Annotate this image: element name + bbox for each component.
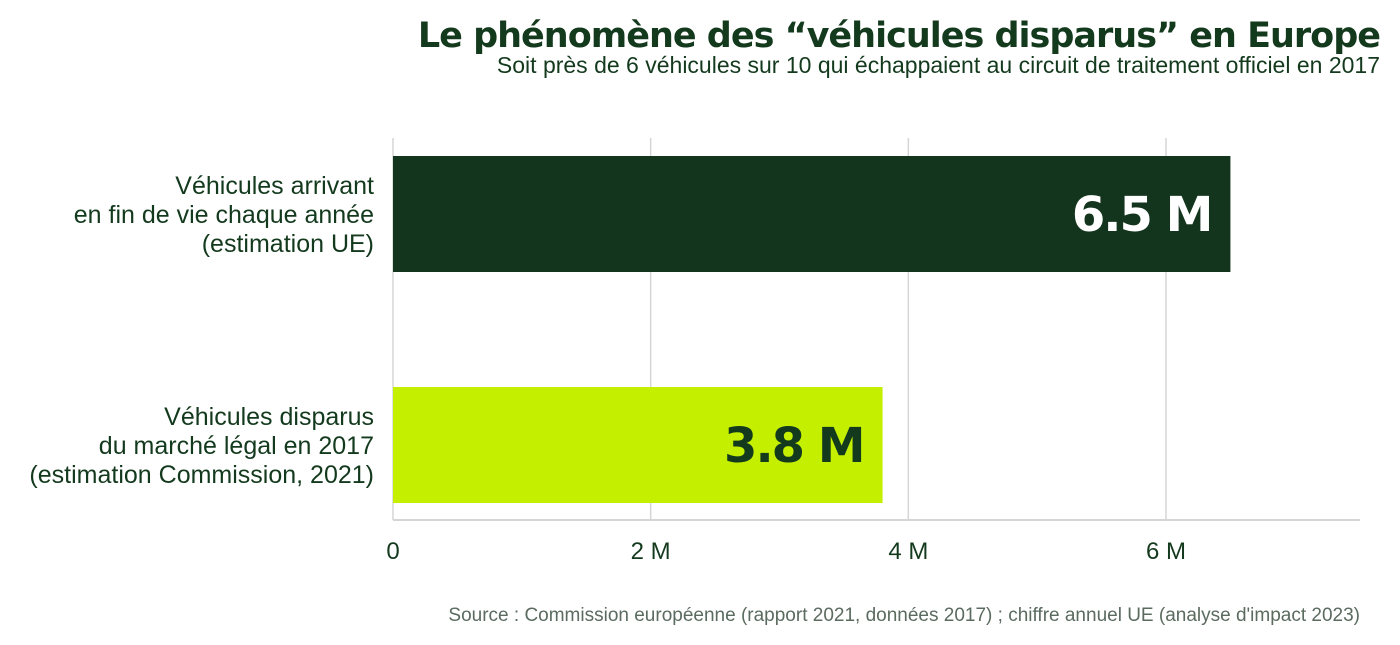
x-tick-label: 6 M — [1146, 538, 1186, 565]
data-label: 3.8 M — [724, 418, 864, 474]
category-label-line: (estimation UE) — [202, 230, 374, 258]
x-tick-label: 4 M — [888, 538, 928, 565]
chart-title: Le phénomène des “véhicules disparus” en… — [418, 16, 1380, 56]
x-tick-label: 0 — [386, 538, 399, 565]
category-label-line: (estimation Commission, 2021) — [29, 461, 374, 489]
bar — [393, 387, 883, 503]
category-label-line: du marché légal en 2017 — [99, 432, 374, 460]
category-labels: Véhicules arrivant en fin de vie chaque a… — [29, 172, 374, 489]
source-note: Source : Commission européenne (rapport … — [448, 605, 1360, 626]
category-label-line: Véhicules arrivant — [175, 172, 374, 200]
bar — [393, 156, 1231, 272]
x-axis: 0 2 M 4 M 6 M — [386, 519, 1360, 565]
chart-subtitle: Soit près de 6 véhicules sur 10 qui écha… — [497, 52, 1380, 78]
category-label: Véhicules arrivant en fin de vie chaque a… — [74, 172, 374, 258]
x-tick-label: 2 M — [631, 538, 671, 565]
category-label-line: Véhicules disparus — [164, 403, 374, 431]
category-label: Véhicules disparus du marché légal en 201… — [29, 403, 374, 489]
category-label-line: en fin de vie chaque année — [74, 201, 374, 229]
bars: 6.5 M 3.8 M — [393, 156, 1231, 503]
data-label: 6.5 M — [1072, 187, 1212, 243]
